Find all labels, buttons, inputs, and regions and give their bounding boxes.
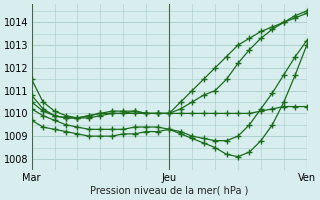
X-axis label: Pression niveau de la mer( hPa ): Pression niveau de la mer( hPa ) (90, 186, 248, 196)
